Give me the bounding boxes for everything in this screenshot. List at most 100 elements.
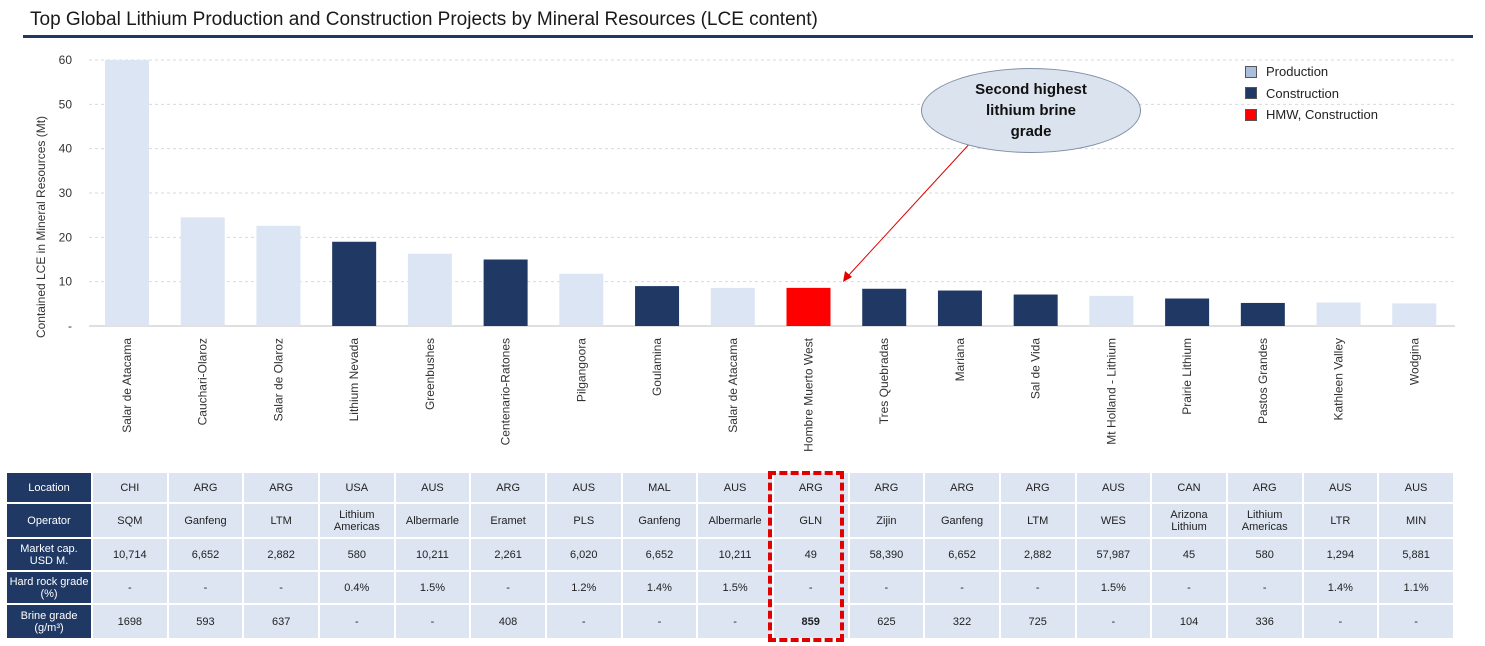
gridlines xyxy=(89,59,1455,327)
table-cell: Lithium Americas xyxy=(317,502,396,539)
x-tick-label: Greenbushes xyxy=(423,338,437,410)
table-cell: ARG xyxy=(923,471,1001,504)
bar xyxy=(862,288,907,326)
table-cell: 1.4% xyxy=(1301,570,1380,605)
table-cell: - xyxy=(696,603,774,640)
x-tick-label: Goulamina xyxy=(650,338,664,396)
table-cell: 6,652 xyxy=(923,537,1001,572)
x-tick-label: Pastos Grandes xyxy=(1256,338,1270,424)
table-cell: CAN xyxy=(1150,471,1228,504)
table-cell: 57,987 xyxy=(1074,537,1153,572)
x-tick-label: Mt Holland - Lithium xyxy=(1104,338,1118,445)
table-cell: 6,652 xyxy=(166,537,245,572)
table-cell: 625 xyxy=(847,603,926,640)
table-cell: 0.4% xyxy=(317,570,396,605)
table-cell: Albermarle xyxy=(696,502,774,539)
y-tick-label: 20 xyxy=(59,230,73,244)
bar xyxy=(483,259,528,326)
table-cell: - xyxy=(923,570,1001,605)
table-cell: ARG xyxy=(1225,471,1304,504)
table-cell: LTM xyxy=(998,502,1077,539)
table-cell: 859 xyxy=(771,603,850,640)
bar-chart: - 10 20 30 40 50 60 Salar de Atacama Cauchari-O… xyxy=(34,53,1455,452)
table-cell: - xyxy=(393,603,472,640)
table-cell: CHI xyxy=(91,471,169,504)
bar xyxy=(710,287,755,326)
table-cell: PLS xyxy=(544,502,623,539)
table-cell: GLN xyxy=(771,502,850,539)
table-cell: - xyxy=(847,570,926,605)
table-cell: ARG xyxy=(771,471,850,504)
x-tick-label: Salar de Olaroz xyxy=(271,338,285,421)
x-tick-label: Tres Quebradas xyxy=(877,338,891,424)
table-row: Market cap. USD M. 10,714 6,652 2,882 580 10,… xyxy=(5,537,1455,572)
table-cell: ARG xyxy=(469,471,547,504)
legend-item-hmw: HMW, Construction xyxy=(1245,104,1378,126)
bar xyxy=(332,241,377,326)
table-cell: 580 xyxy=(1225,537,1304,572)
bars xyxy=(105,60,1437,326)
table-cell: - xyxy=(317,603,396,640)
project-data-table: Location CHI ARG ARG USA AUS ARG AUS MAL AUS ARG AR… xyxy=(5,471,1455,640)
row-header: Operator xyxy=(5,502,93,539)
table-cell: 2,261 xyxy=(469,537,547,572)
bar xyxy=(1392,303,1437,326)
table-cell: - xyxy=(242,570,320,605)
x-tick-label: Cauchari-Olaroz xyxy=(196,338,210,425)
callout-arrowhead xyxy=(843,271,852,282)
table-cell: 6,020 xyxy=(544,537,623,572)
table-cell: LTR xyxy=(1301,502,1380,539)
table-cell: 10,211 xyxy=(393,537,472,572)
bar xyxy=(786,287,831,326)
table-cell: 2,882 xyxy=(242,537,320,572)
table-cell: AUS xyxy=(696,471,774,504)
table-cell: MAL xyxy=(620,471,699,504)
table-row: Brine grade (g/m³) 1698 593 637- -408- - -859 6… xyxy=(5,603,1455,640)
table-cell: Albermarle xyxy=(393,502,472,539)
x-tick-label: Lithium Nevada xyxy=(347,338,361,422)
table-cell: Zijin xyxy=(847,502,926,539)
title-divider xyxy=(23,35,1473,38)
table-cell: 408 xyxy=(469,603,547,640)
table-cell: 580 xyxy=(317,537,396,572)
table-cell: 1.5% xyxy=(1074,570,1153,605)
table-row: Operator SQM Ganfeng LTM Lithium Americas Alb… xyxy=(5,502,1455,539)
x-tick-label: Hombre Muerto West xyxy=(802,337,816,451)
table-cell: ARG xyxy=(847,471,926,504)
chart-title: Top Global Lithium Production and Constr… xyxy=(30,9,818,30)
table-cell: 2,882 xyxy=(998,537,1077,572)
y-tick-label: 30 xyxy=(59,186,73,200)
bar xyxy=(937,290,982,326)
table-cell: - xyxy=(469,570,547,605)
y-axis-ticks: - 10 20 30 40 50 60 xyxy=(59,53,73,333)
legend-label: Production xyxy=(1266,64,1329,80)
table-cell: AUS xyxy=(1074,471,1153,504)
table-cell: Arizona Lithium xyxy=(1150,502,1228,539)
bar xyxy=(1316,302,1361,326)
bar xyxy=(559,273,604,326)
table-cell: 5,881 xyxy=(1377,537,1455,572)
y-tick-label: 60 xyxy=(59,53,73,67)
table-cell: - xyxy=(771,570,850,605)
x-axis-labels: Salar de Atacama Cauchari-Olaroz Salar de … xyxy=(120,337,1421,451)
y-tick-label: 50 xyxy=(59,97,73,111)
legend-swatch-hmw xyxy=(1245,108,1257,121)
table-cell: - xyxy=(998,570,1077,605)
table-cell: - xyxy=(1225,570,1304,605)
table-cell: 10,211 xyxy=(696,537,774,572)
table-cell: Ganfeng xyxy=(166,502,245,539)
table-cell: MIN xyxy=(1377,502,1455,539)
bar xyxy=(1089,295,1134,326)
table-cell: Eramet xyxy=(469,502,547,539)
table-cell: 725 xyxy=(998,603,1077,640)
table-cell: - xyxy=(1377,603,1455,640)
table-cell: LTM xyxy=(242,502,320,539)
table-cell: 637 xyxy=(242,603,320,640)
table-cell: 104 xyxy=(1150,603,1228,640)
table-cell: - xyxy=(91,570,169,605)
x-tick-label: Pilgangoora xyxy=(574,338,588,402)
row-header: Brine grade (g/m³) xyxy=(5,603,93,640)
y-tick-label: 10 xyxy=(59,275,73,289)
table-cell: - xyxy=(544,603,623,640)
table-cell: ARG xyxy=(166,471,245,504)
